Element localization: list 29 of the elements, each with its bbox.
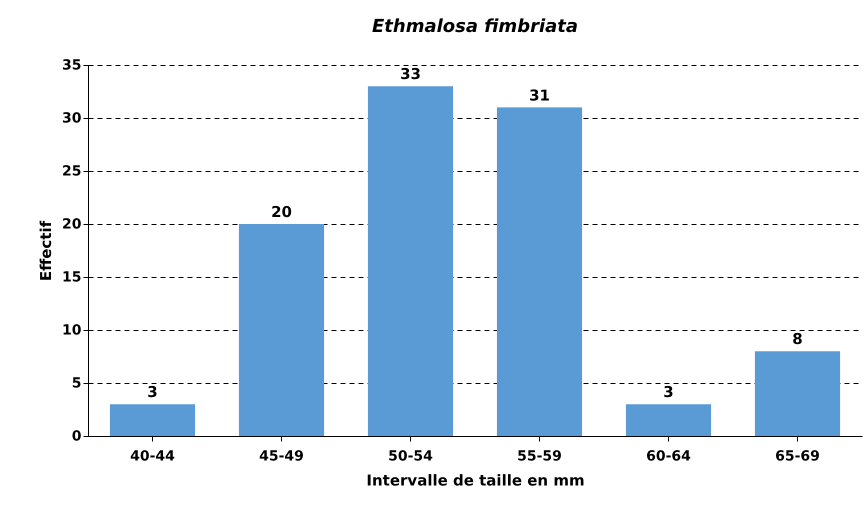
y-tick-label: 35 — [62, 58, 82, 74]
data-label: 31 — [529, 86, 550, 104]
x-tick-label: 50-54 — [388, 448, 434, 464]
y-tick-label: 5 — [72, 376, 82, 392]
y-tick-label: 15 — [62, 270, 82, 286]
data-label: 20 — [271, 203, 292, 221]
x-tick-label: 45-49 — [259, 448, 304, 464]
x-tick-label: 55-59 — [517, 448, 562, 464]
bar — [110, 404, 196, 436]
y-tick-label: 30 — [62, 110, 82, 126]
y-tick-label: 20 — [62, 216, 82, 232]
x-tick-label: 65-69 — [775, 448, 820, 464]
bar — [626, 404, 712, 436]
bar — [754, 351, 840, 436]
x-tick-label: 40-44 — [130, 448, 176, 464]
chart-title: Ethmalosa fimbriata — [372, 16, 578, 37]
x-tick-label: 60-64 — [646, 448, 692, 464]
bar — [368, 86, 454, 436]
data-label: 3 — [663, 383, 674, 402]
x-axis-title: Intervalle de taille en mm — [366, 472, 585, 490]
y-tick-label: 0 — [72, 428, 82, 444]
bar — [238, 224, 324, 436]
data-label: 8 — [792, 330, 803, 348]
y-axis-title: Effectif — [37, 220, 56, 282]
y-tick-label: 25 — [62, 164, 82, 180]
bar — [496, 107, 582, 436]
y-tick-label: 10 — [62, 322, 82, 338]
data-label: 33 — [400, 65, 421, 84]
data-label: 3 — [147, 383, 158, 402]
